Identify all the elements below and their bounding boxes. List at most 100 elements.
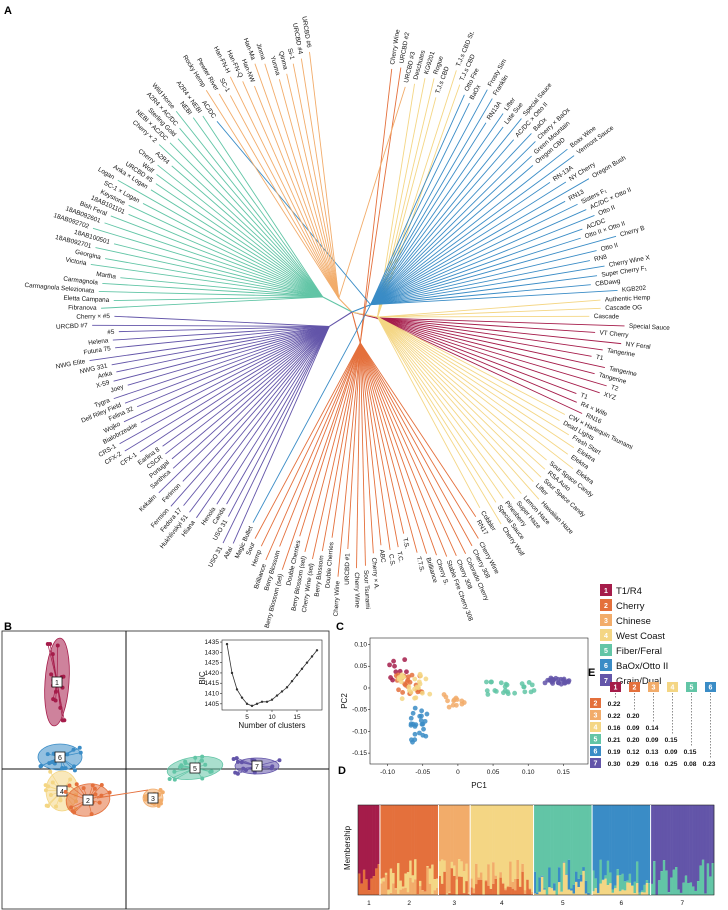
pca-point — [396, 687, 401, 693]
tree-branch — [127, 326, 330, 386]
tree-hub-branch — [351, 304, 371, 313]
membership-bar-segment — [631, 805, 634, 886]
dapc-scatter-plot: 1 6 4 2 3 5 7 — [1, 630, 330, 910]
membership-bar-segment — [645, 805, 649, 881]
pca-point — [484, 688, 490, 694]
tree-branch — [92, 324, 330, 327]
membership-bar-segment — [457, 805, 461, 860]
membership-bar-segment — [604, 805, 608, 876]
dapc-center-label: 3 — [151, 796, 155, 803]
pca-point — [402, 657, 408, 663]
legend-label: Cherry — [616, 601, 645, 612]
membership-bar-segment — [584, 880, 588, 894]
membership-bar-segment — [414, 859, 417, 880]
panel-e-letter: E — [588, 667, 595, 679]
tree-branch — [376, 317, 577, 403]
membership-bar-segment — [377, 805, 381, 865]
membership-bar-segment — [670, 805, 673, 878]
bic-point — [230, 671, 234, 675]
tree-branch — [321, 342, 361, 552]
pca-x-label: PC1 — [471, 781, 487, 790]
membership-bar-segment — [582, 805, 586, 868]
tree-branch — [370, 284, 591, 306]
pca-point — [445, 698, 450, 704]
membership-bar-segment — [623, 890, 627, 895]
membership-bar-segment — [448, 892, 451, 895]
membership-bar-segment — [418, 886, 422, 895]
membership-bar-segment — [540, 805, 544, 876]
membership-bar-segment — [638, 892, 642, 895]
tree-branch — [117, 179, 323, 298]
membership-bar-segment — [362, 869, 366, 895]
membership-bar-segment — [379, 878, 383, 884]
legend-label: Chinese — [616, 616, 651, 627]
membership-bar-segment — [414, 879, 417, 895]
tree-branch — [113, 326, 330, 382]
dapc-point — [231, 756, 236, 761]
membership-bar-segment — [492, 883, 495, 895]
tree-hub-branch — [351, 311, 361, 344]
membership-bar-segment — [465, 863, 469, 882]
membership-bar-segment — [438, 875, 442, 895]
fst-col-header-number: 2 — [633, 685, 637, 692]
membership-bar-segment — [523, 805, 527, 891]
membership-bar-segment — [648, 883, 651, 895]
tree-branch — [370, 228, 583, 306]
tree-branch — [114, 315, 330, 327]
membership-group-label: 2 — [407, 900, 411, 907]
pca-point — [397, 668, 403, 674]
bic-x-tick-label: 15 — [293, 714, 301, 721]
membership-bar-segment — [477, 877, 481, 880]
tree-branch — [128, 204, 323, 298]
membership-bar-segment — [711, 863, 715, 895]
bic-y-tick-label: 1410 — [205, 691, 220, 698]
membership-bar-segment — [511, 888, 515, 895]
tree-branch — [370, 181, 567, 306]
membership-bar-segment — [692, 805, 695, 887]
membership-bar-segment — [472, 888, 476, 894]
tree-branch — [359, 342, 457, 556]
membership-bar-segment — [457, 859, 461, 877]
panel-b-letter: B — [4, 621, 12, 633]
membership-bar-segment — [614, 885, 617, 889]
membership-bar-segment — [382, 881, 386, 895]
membership-bar-segment — [667, 892, 671, 895]
membership-bar-segment — [609, 872, 612, 884]
membership-bar-segment — [443, 860, 447, 872]
dapc-point — [63, 766, 68, 771]
membership-bar-segment — [596, 893, 600, 895]
tree-leaf-label: Special Sauce — [629, 323, 671, 332]
membership-bar-segment — [711, 805, 715, 864]
tree-branch — [359, 68, 393, 343]
tree-branch — [370, 139, 514, 305]
tree-leaf-label: Ferimon — [161, 482, 183, 504]
membership-bar-segment — [431, 864, 434, 894]
membership-bar-segment — [696, 805, 700, 882]
tree-hub-branch — [328, 311, 353, 327]
membership-bar-segment — [440, 805, 444, 860]
tree-leaf-label: Victoria — [65, 256, 88, 267]
dapc-point — [99, 782, 104, 787]
pca-y-tick-label: 0.05 — [354, 663, 367, 670]
dapc-spoke — [47, 643, 58, 683]
dapc-point — [51, 697, 56, 702]
membership-bar-segment — [397, 805, 400, 864]
tree-branch — [370, 133, 532, 305]
membership-bar-segment — [411, 805, 415, 876]
membership-bar-segment — [418, 880, 422, 887]
legend-swatch-number: 1 — [604, 588, 608, 595]
tree-branch — [347, 342, 361, 550]
fst-row-header — [590, 746, 601, 756]
membership-bar-segment — [550, 805, 554, 889]
membership-bar-segment — [411, 875, 415, 883]
fst-value: 0.13 — [646, 749, 659, 756]
tree-leaf-label: Sour Tsunami — [362, 570, 371, 609]
pca-point — [388, 675, 393, 680]
pca-point — [419, 708, 425, 714]
legend-swatch-number: 2 — [604, 603, 608, 610]
pca-point — [391, 658, 396, 664]
tree-leaf-label: #5 — [107, 329, 115, 337]
fst-value: 0.16 — [646, 761, 659, 768]
pca-point — [418, 718, 424, 723]
membership-bar-segment — [375, 805, 378, 869]
